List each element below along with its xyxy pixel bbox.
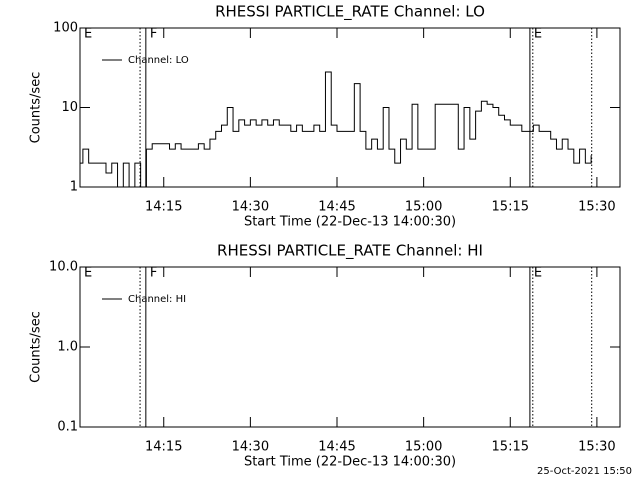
x-tick-label: 14:15 [145, 200, 182, 215]
y-axis-title: Counts/sec [29, 72, 44, 144]
x-axis-title: Start Time (22-Dec-13 14:00:30) [244, 215, 456, 230]
plot-frame [79, 266, 621, 428]
x-tick-label: 15:15 [492, 440, 529, 455]
marker-label: E [84, 266, 92, 281]
x-tick-label: 14:45 [318, 200, 355, 215]
legend-label: Channel: HI [128, 294, 186, 305]
x-tick-label: 15:00 [405, 440, 442, 455]
chart-title: RHESSI PARTICLE_RATE Channel: LO [215, 3, 485, 22]
marker-label: F [150, 266, 157, 281]
marker-label: E [534, 27, 542, 42]
x-tick-label: 15:30 [578, 440, 615, 455]
x-tick-label: 14:15 [145, 440, 182, 455]
series-line [80, 71, 592, 188]
x-tick-label: 14:45 [318, 440, 355, 455]
marker-label: F [150, 27, 157, 42]
y-tick-label: 0.1 [57, 420, 78, 435]
marker-label: E [534, 266, 542, 281]
y-tick-label: 1 [70, 180, 78, 195]
footer: 25-Oct-2021 15:50 [537, 466, 632, 477]
y-axis-title: Counts/sec [29, 311, 44, 383]
chart-title: RHESSI PARTICLE_RATE Channel: HI [217, 242, 483, 261]
x-tick-label: 14:30 [232, 200, 269, 215]
y-tick-label: 10.0 [49, 260, 78, 275]
marker-label: E [84, 27, 92, 42]
x-axis-title: Start Time (22-Dec-13 14:00:30) [244, 455, 456, 470]
y-tick-label: 10 [61, 100, 78, 115]
x-tick-label: 15:30 [578, 200, 615, 215]
y-tick-label: 1.0 [57, 340, 78, 355]
plot-frame [79, 27, 621, 188]
x-tick-label: 15:15 [492, 200, 529, 215]
x-tick-label: 15:00 [405, 200, 442, 215]
x-tick-label: 14:30 [232, 440, 269, 455]
y-tick-label: 100 [53, 21, 78, 36]
legend-label: Channel: LO [128, 55, 189, 66]
